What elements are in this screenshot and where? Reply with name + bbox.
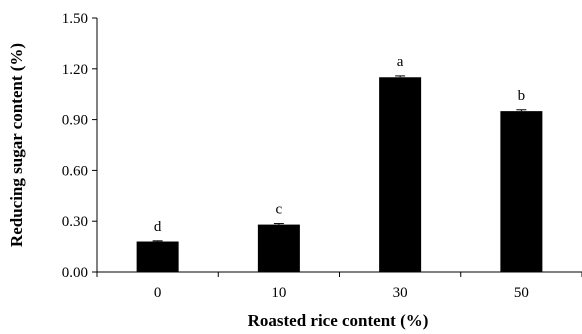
- bar: [136, 241, 179, 272]
- y-tick-label: 0.60: [62, 163, 88, 179]
- significance-letter: d: [154, 219, 162, 235]
- x-tick-label: 0: [154, 285, 162, 301]
- bar: [257, 224, 300, 272]
- x-tick-label: 50: [514, 285, 529, 301]
- significance-labels: d c a b: [154, 54, 525, 235]
- y-tick-label: 0.90: [62, 113, 88, 129]
- x-axis-title: Roasted rice content (%): [248, 311, 429, 330]
- y-axis: 0.00 0.30 0.60 0.90 1.20 1.50: [62, 11, 98, 281]
- y-axis-title: Reducing sugar content (%): [7, 43, 26, 247]
- y-tick-label: 0.30: [62, 214, 88, 230]
- significance-letter: c: [276, 202, 283, 218]
- significance-letter: b: [518, 88, 526, 104]
- bar: [379, 77, 422, 273]
- y-tick-label: 0.00: [62, 265, 88, 281]
- bar: [500, 111, 543, 272]
- x-axis: 0 10 30 50: [96, 271, 582, 301]
- x-tick-label: 30: [393, 285, 408, 301]
- x-tick-label: 10: [271, 285, 286, 301]
- bars: [136, 75, 543, 273]
- significance-letter: a: [397, 54, 404, 70]
- y-tick-label: 1.20: [62, 62, 88, 78]
- y-tick-label: 1.50: [62, 11, 88, 27]
